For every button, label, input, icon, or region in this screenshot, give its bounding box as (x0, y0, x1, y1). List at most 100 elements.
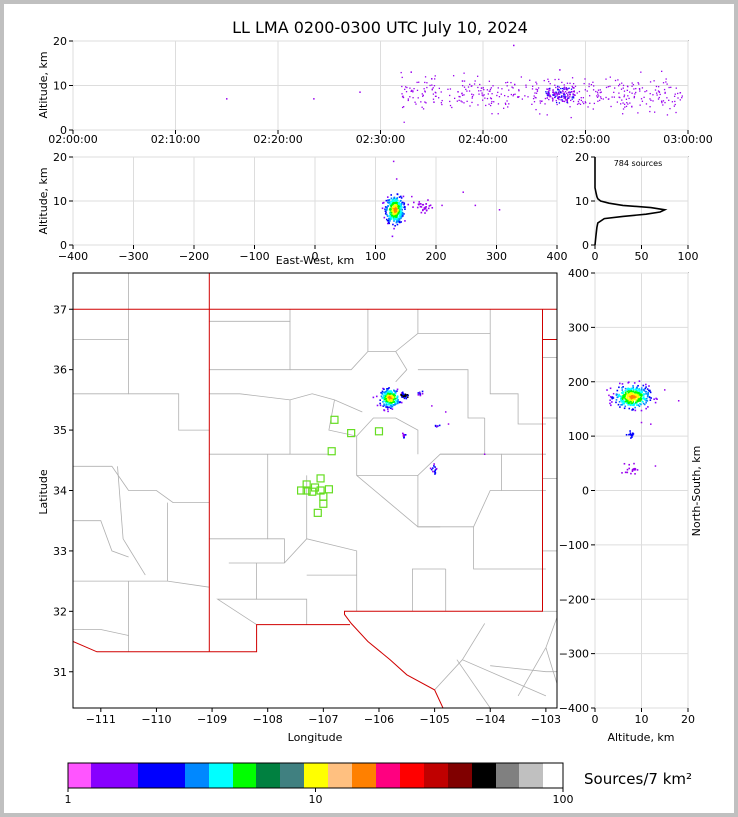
ew-height-panel: −400 −300 −200 −100 0 100 200 300 400 0 10 20 East… (37, 151, 568, 267)
time-point (592, 81, 594, 83)
ns-point (624, 398, 627, 400)
time-point (657, 86, 660, 88)
ew-point (421, 203, 424, 206)
ns-point (611, 397, 613, 400)
ew-point (397, 220, 399, 223)
ns-point (611, 401, 613, 403)
time-point (613, 96, 615, 98)
ns-point (645, 392, 647, 395)
ns-point (656, 398, 658, 400)
ew-point (390, 208, 393, 211)
time-point (539, 102, 542, 104)
plan-point (392, 396, 395, 398)
plan-point (394, 401, 396, 404)
time-point (563, 92, 565, 94)
ns-point (634, 394, 637, 396)
ns-point (639, 393, 642, 395)
plan-point (434, 424, 437, 427)
time-point (561, 87, 564, 90)
time-point (609, 85, 611, 87)
ns-point (638, 398, 641, 401)
time-point (463, 80, 466, 82)
station-marker (347, 429, 356, 438)
time-point (550, 95, 552, 98)
ns-point (616, 389, 619, 392)
plan-point (432, 470, 434, 473)
time-point (557, 91, 560, 93)
colorbar-cells (68, 763, 568, 788)
map-ytick-label: 35 (53, 424, 67, 437)
plan-point (395, 400, 398, 402)
time-point (563, 100, 566, 103)
time-point (493, 101, 495, 103)
ns-point (620, 399, 623, 402)
ns-point (632, 401, 634, 404)
plan-point (381, 397, 384, 400)
plan-point (432, 467, 434, 469)
ns-point (644, 391, 647, 393)
time-point (633, 97, 635, 99)
time-point (547, 92, 549, 94)
ns-point (628, 393, 631, 396)
ew-point (392, 198, 395, 201)
time-xtick-label: 02:40:00 (458, 133, 507, 146)
ew-point (392, 160, 395, 163)
time-point (535, 97, 537, 99)
ew-point (418, 201, 421, 203)
time-point (660, 100, 663, 102)
ns-point (637, 398, 640, 401)
ns-point (615, 394, 618, 396)
plan-point (391, 408, 394, 410)
ns-point (624, 405, 627, 408)
county-border (417, 475, 546, 570)
plan-point (383, 388, 385, 391)
plan-point (389, 396, 392, 398)
time-point (565, 96, 567, 98)
county-border (473, 490, 502, 527)
time-ytick-label: 20 (53, 35, 67, 48)
ns-point (625, 397, 627, 400)
time-point (431, 88, 433, 90)
ns-point (636, 404, 638, 406)
ns-point (618, 400, 621, 403)
ew-point (412, 201, 415, 204)
time-xtick-label: 02:10:00 (151, 133, 200, 146)
ew-point (403, 202, 406, 204)
county-border (289, 399, 329, 455)
ew-point (388, 222, 391, 225)
time-point (658, 96, 660, 99)
time-point (570, 99, 572, 102)
plan-point (417, 393, 420, 396)
county-border (411, 568, 446, 612)
plan-point (396, 395, 399, 397)
ew-point (394, 213, 397, 215)
time-point (618, 83, 621, 85)
plan-point (386, 408, 389, 410)
time-point (674, 93, 676, 95)
plan-point (421, 392, 424, 395)
ew-point (384, 212, 387, 215)
time-point (471, 97, 473, 99)
time-point (535, 88, 537, 90)
ns-point (632, 468, 635, 470)
plan-point (390, 399, 392, 401)
time-point (652, 100, 654, 102)
county-border (434, 659, 463, 691)
time-point (426, 86, 428, 89)
time-point (567, 97, 569, 99)
ns-point (618, 382, 621, 385)
time-point (666, 97, 668, 99)
altitude-histogram-panel: 0 50 100 0 10 20 784 sources (575, 151, 699, 263)
time-point (489, 104, 492, 107)
plan-point (386, 406, 389, 408)
time-point (466, 100, 468, 103)
time-point (449, 100, 451, 103)
colorbar-cell (400, 763, 425, 788)
ew-point (395, 205, 398, 208)
ew-point (391, 200, 393, 203)
plan-point (393, 404, 395, 406)
ew-point (392, 204, 395, 207)
ns-point (634, 401, 637, 404)
plan-point (401, 432, 404, 435)
